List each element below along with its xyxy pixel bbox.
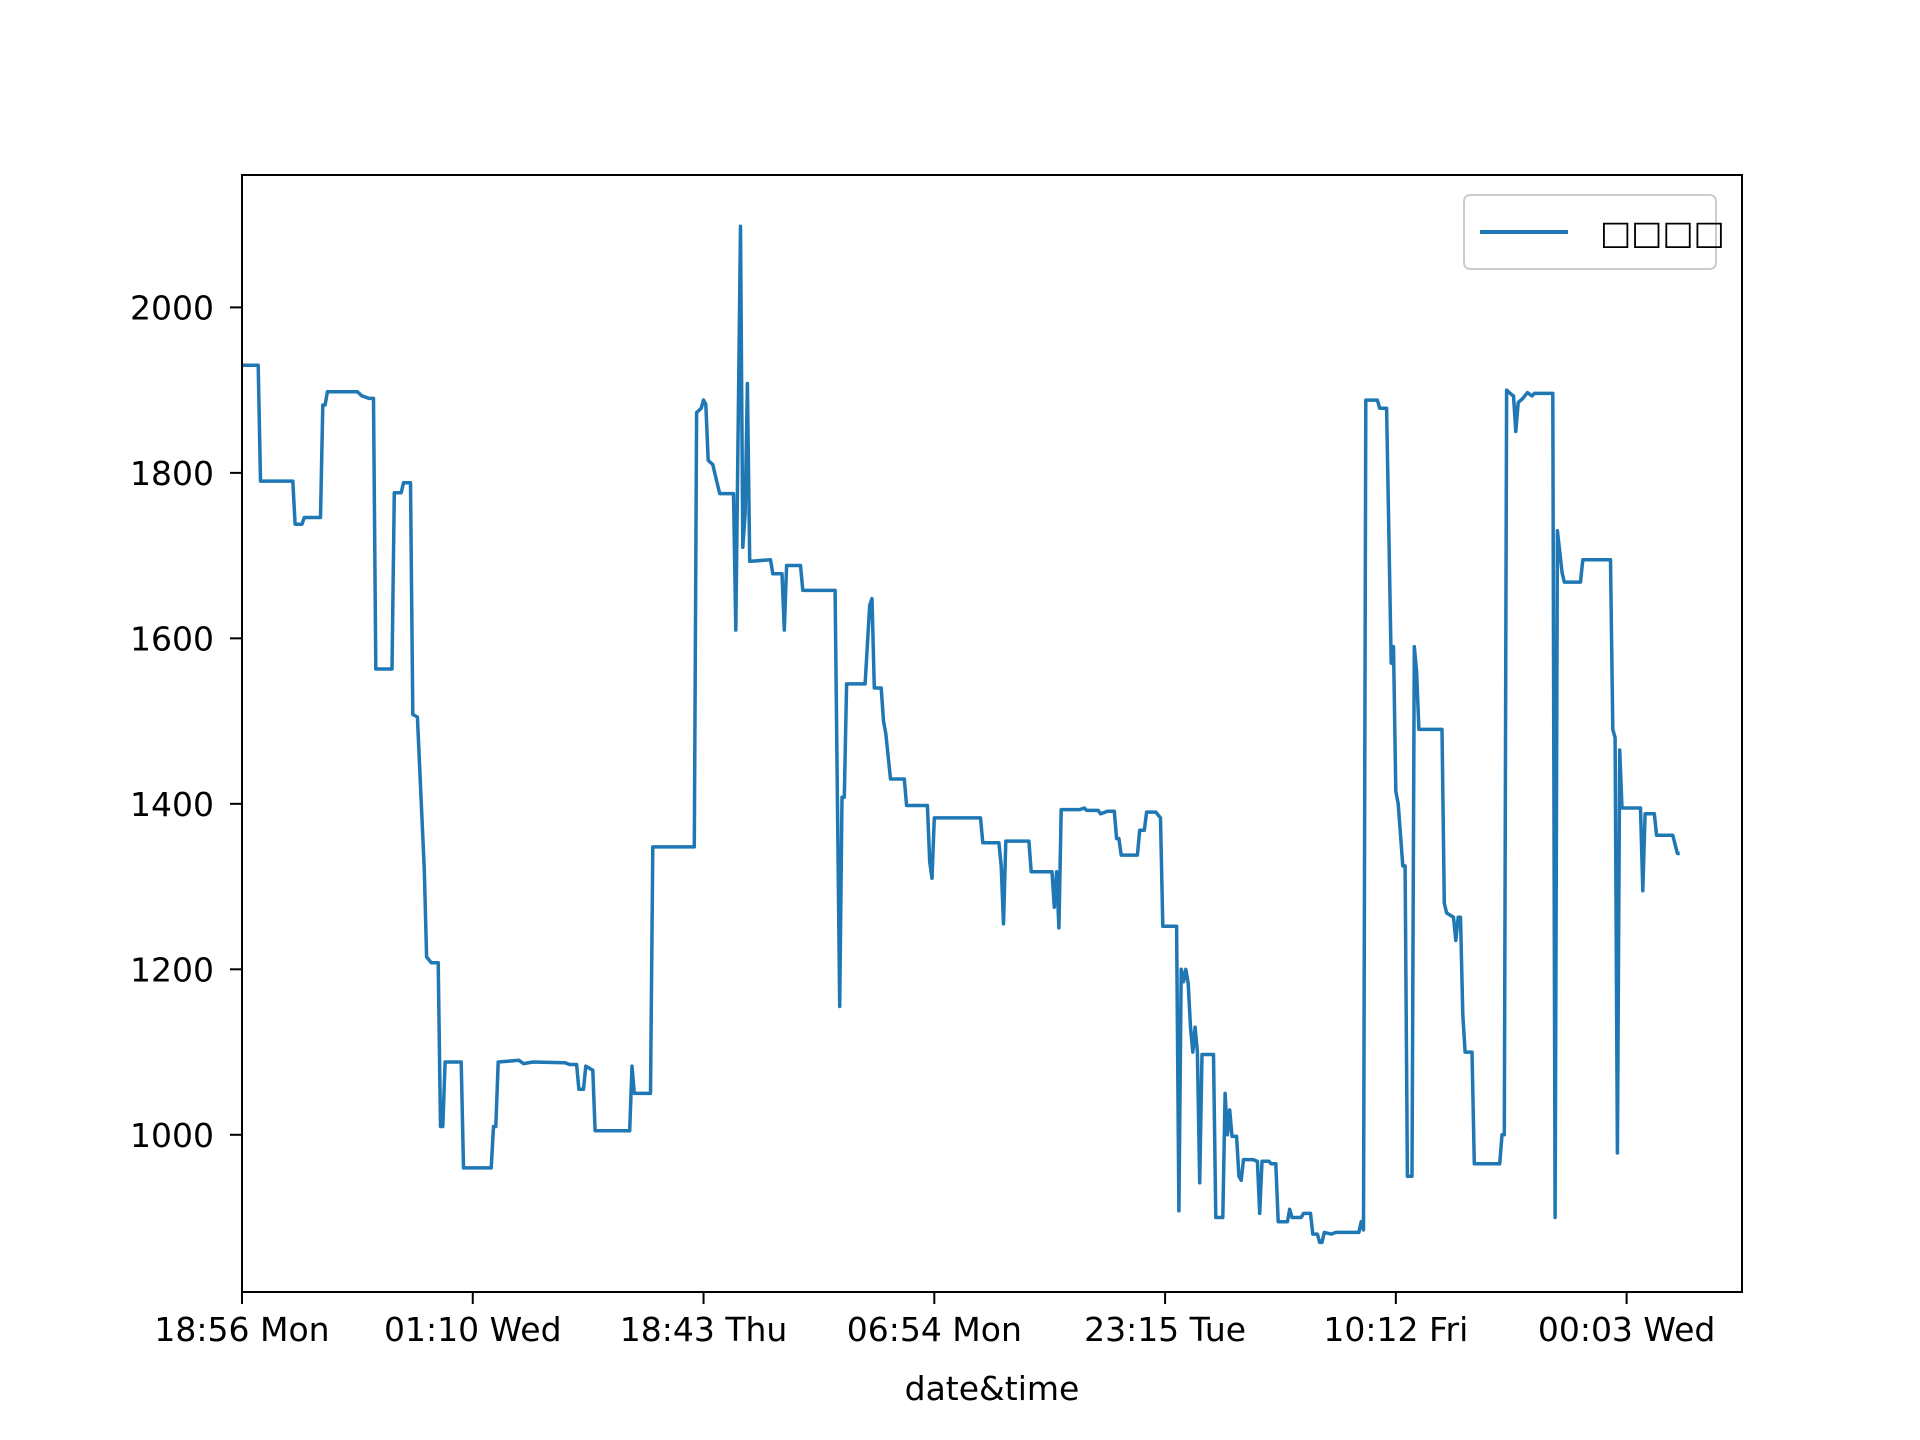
x-tick-label: 18:56 Mon xyxy=(154,1310,329,1349)
y-axis-ticks: 1000 1200 1400 1600 1800 2000 xyxy=(130,288,242,1155)
series-line xyxy=(242,224,1680,1245)
y-tick-label: 1400 xyxy=(130,785,214,824)
x-tick-label: 00:03 Wed xyxy=(1538,1310,1716,1349)
y-tick-label: 1200 xyxy=(130,950,214,989)
x-tick-label: 10:12 Fri xyxy=(1323,1310,1468,1349)
y-tick-label: 1600 xyxy=(130,619,214,658)
y-tick-label: 2000 xyxy=(130,288,214,327)
x-axis-label: date&time xyxy=(905,1369,1080,1408)
x-tick-label: 01:10 Wed xyxy=(384,1310,562,1349)
legend-entry-label: □□□□ xyxy=(1600,213,1725,252)
chart-legend: □□□□ xyxy=(1463,194,1725,270)
x-tick-label: 23:15 Tue xyxy=(1084,1310,1246,1349)
plot-frame xyxy=(241,174,1743,1293)
y-tick-label: 1000 xyxy=(130,1116,214,1155)
series-layer xyxy=(242,224,1680,1245)
x-axis-ticks: 18:56 Mon 01:10 Wed 18:43 Thu 06:54 Mon 23:1… xyxy=(154,1292,1715,1349)
x-tick-label: 06:54 Mon xyxy=(847,1310,1022,1349)
legend-box xyxy=(1463,194,1717,270)
x-tick-label: 18:43 Thu xyxy=(620,1310,788,1349)
y-tick-label: 1800 xyxy=(130,454,214,493)
